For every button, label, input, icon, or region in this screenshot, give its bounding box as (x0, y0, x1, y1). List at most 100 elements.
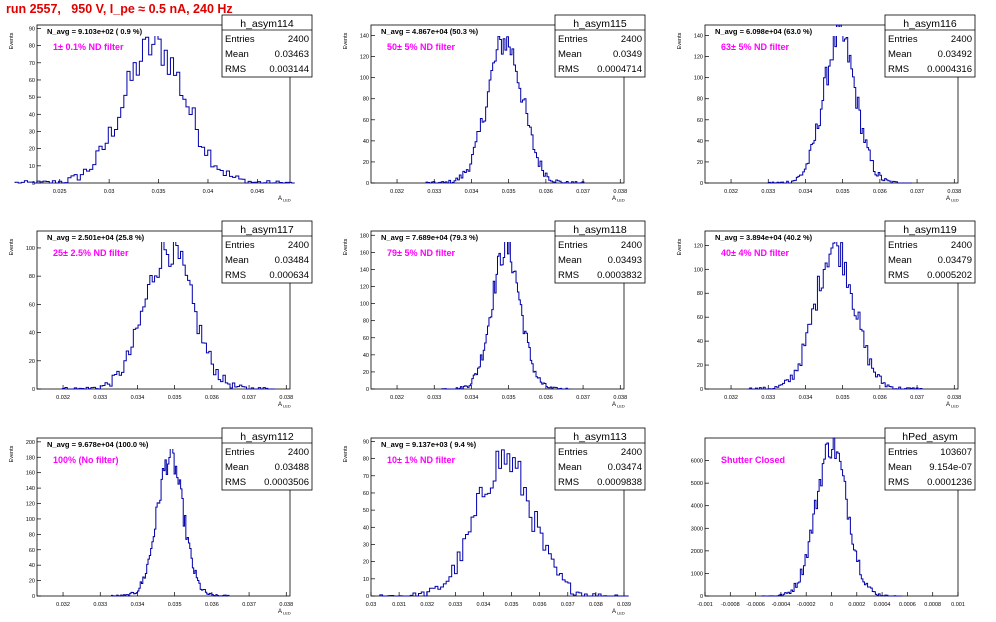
y-tick-label: 2000 (691, 549, 703, 555)
histogram-line (760, 437, 903, 597)
y-tick-label: 60 (363, 336, 369, 342)
histogram-line (111, 443, 230, 597)
stats-value: 0.03479 (938, 255, 972, 266)
x-tick-label: 0.035 (502, 189, 516, 195)
filter-annotation: 40± 4% ND filter (721, 248, 789, 258)
histogram-line (767, 24, 912, 184)
y-tick-label: 80 (29, 44, 35, 50)
y-tick-label: 90 (363, 439, 369, 445)
y-axis-title: Events (677, 238, 683, 255)
y-axis-title: Events (343, 32, 349, 49)
navg-box (45, 27, 181, 36)
histogram-panel-h_asym116: 0.032 0.033 0.034 0.035 0.036 0.037 0.038 0 20 40… (677, 14, 976, 203)
y-tick-label: 120 (360, 55, 369, 61)
y-axis-title: Events (343, 238, 349, 255)
x-tick-label: -0.0004 (772, 602, 791, 608)
stats-frame (221, 14, 313, 78)
plot-frame (704, 230, 959, 390)
y-tick-label: 70 (29, 61, 35, 67)
x-axis-title: ALED (612, 609, 625, 616)
x-tick-label: 0.037 (910, 189, 924, 195)
x-tick-label: 0.025 (53, 189, 67, 195)
x-tick-label: 0.037 (561, 602, 575, 608)
stats-value: 9.154e-07 (929, 462, 972, 473)
y-tick-label: 3000 (691, 526, 703, 532)
x-tick-label: 0.036 (205, 602, 219, 608)
y-tick-label: 100 (360, 76, 369, 82)
stats-label: Mean (558, 255, 582, 266)
x-tick-label: 0.033 (761, 395, 775, 401)
stats-value: 0.0004316 (927, 64, 972, 75)
y-tick-label: 70 (363, 474, 369, 480)
plot-frame (370, 437, 625, 597)
y-tick-label: 80 (697, 291, 703, 297)
x-tick-label: 0.034 (131, 602, 145, 608)
y-tick-label: 0 (700, 181, 703, 187)
x-tick-label: 0.035 (168, 395, 182, 401)
y-tick-label: 5000 (691, 481, 703, 487)
x-tick-label: 0.04 (203, 189, 214, 195)
stats-frame (221, 220, 313, 284)
stats-label: RMS (225, 477, 246, 488)
filter-annotation: 50± 5% ND filter (387, 42, 455, 52)
histogram-panel-h_asym112: 0.032 0.033 0.034 0.035 0.036 0.037 0.038 0 20 40… (9, 427, 313, 616)
y-tick-label: 40 (697, 139, 703, 145)
stats-value: 0.0004714 (597, 64, 642, 75)
y-tick-label: 80 (363, 457, 369, 463)
stats-label: Entries (225, 240, 255, 251)
x-tick-label: 0.036 (873, 189, 887, 195)
y-tick-label: 40 (363, 525, 369, 531)
stats-title: hPed_asym (902, 431, 958, 443)
y-tick-label: 100 (26, 517, 35, 523)
stats-label: Entries (225, 34, 255, 45)
x-tick-label: 0.035 (168, 602, 182, 608)
x-axis-title: ALED (612, 196, 625, 203)
x-tick-label: 0.036 (539, 395, 553, 401)
x-tick-label: 0.035 (836, 189, 850, 195)
plot-frame (370, 230, 625, 390)
navg-label: N_avg = 9.137e+03 ( 9.4 %) (381, 440, 477, 449)
x-tick-label: 0.001 (951, 602, 965, 608)
navg-box (379, 233, 515, 242)
y-tick-label: 120 (360, 285, 369, 291)
stats-box: h_asym113 Entries 2400 Mean 0.03474 RMS 0.0009… (554, 427, 646, 491)
x-tick-label: 0.033 (448, 602, 462, 608)
y-tick-label: 180 (360, 233, 369, 239)
x-tick-label: 0.037 (910, 395, 924, 401)
stats-label: RMS (225, 270, 246, 281)
stats-value: 0.03463 (275, 49, 309, 60)
y-tick-label: 140 (360, 34, 369, 40)
x-tick-label: 0.037 (576, 395, 590, 401)
navg-box (379, 27, 515, 36)
stats-label: RMS (558, 270, 579, 281)
x-tick-label: 0.033 (427, 189, 441, 195)
x-tick-label: 0.032 (420, 602, 434, 608)
stats-value: 0.0009838 (597, 477, 642, 488)
x-tick-label: 0.038 (279, 602, 293, 608)
y-axis-title: Events (9, 32, 15, 49)
y-tick-label: 0 (700, 387, 703, 393)
x-tick-label: 0.0004 (874, 602, 891, 608)
y-tick-label: 100 (26, 246, 35, 252)
y-tick-label: 6000 (691, 459, 703, 465)
x-tick-label: 0.032 (724, 189, 738, 195)
stats-frame (554, 14, 646, 78)
stats-box: h_asym115 Entries 2400 Mean 0.0349 RMS 0.00047… (554, 14, 646, 78)
x-tick-label: 0.034 (477, 602, 491, 608)
stats-title: h_asym113 (573, 431, 627, 443)
histogram-panel-h_asym114: 0.025 0.03 0.035 0.04 0.045 0 10 20 30 40 50 60 70 80… (9, 14, 313, 203)
y-tick-label: 80 (29, 274, 35, 280)
stats-value: 2400 (951, 240, 972, 251)
stats-label: Mean (888, 462, 912, 473)
histogram-panel-h_asym115: 0.032 0.033 0.034 0.035 0.036 0.037 0.038 0 20 40… (343, 14, 646, 203)
histogram-panel-h_asym119: 0.032 0.033 0.034 0.035 0.036 0.037 0.038 0 20 40… (677, 220, 976, 409)
y-tick-label: 40 (29, 563, 35, 569)
y-tick-label: 20 (363, 370, 369, 376)
y-tick-label: 120 (26, 502, 35, 508)
y-tick-label: 100 (694, 267, 703, 273)
stats-frame (221, 427, 313, 491)
x-axis-title: ALED (612, 402, 625, 409)
y-axis-title: Events (343, 445, 349, 462)
navg-box (713, 27, 849, 36)
stats-label: RMS (888, 270, 909, 281)
